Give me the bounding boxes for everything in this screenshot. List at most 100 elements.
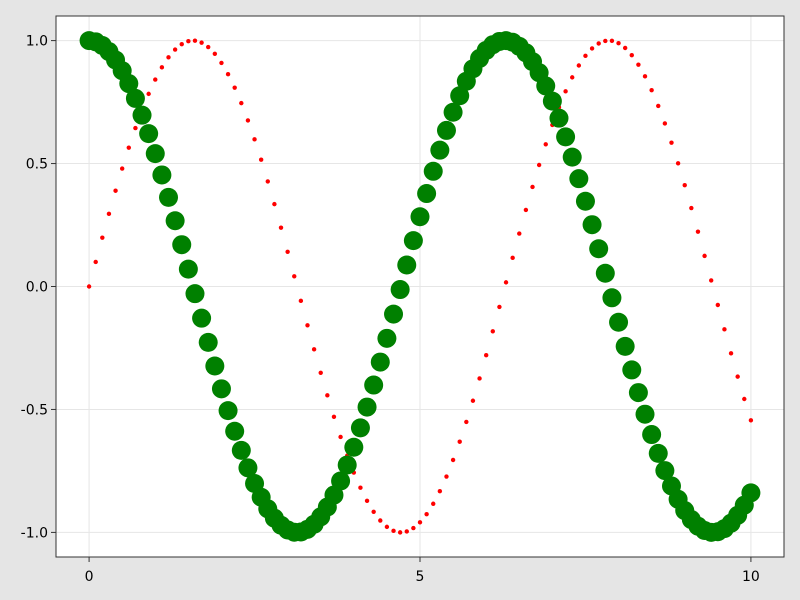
cosine-data-point bbox=[172, 235, 192, 255]
sine-data-point bbox=[331, 414, 337, 419]
cosine-data-point bbox=[622, 360, 642, 380]
sine-data-point bbox=[126, 145, 131, 150]
sine-data-point bbox=[285, 249, 290, 255]
cosine-data-point bbox=[331, 471, 351, 491]
sine-data-point bbox=[589, 46, 595, 51]
sine-data-point bbox=[232, 85, 237, 90]
cosine-data-point bbox=[536, 76, 556, 96]
cosine-data-point bbox=[436, 120, 456, 140]
cosine-data-point bbox=[119, 74, 139, 94]
sine-data-point bbox=[503, 280, 509, 285]
sine-data-point bbox=[404, 529, 409, 534]
cosine-data-point bbox=[562, 147, 582, 167]
cosine-data-point bbox=[443, 102, 463, 122]
sine-data-point bbox=[709, 278, 714, 283]
cosine-data-point bbox=[655, 461, 675, 481]
sine-data-point bbox=[397, 530, 403, 535]
x-axis-tick-labels: 0 5 10 bbox=[85, 569, 760, 585]
sine-data-point bbox=[172, 47, 178, 52]
cosine-data-point bbox=[377, 328, 397, 348]
sine-data-point bbox=[258, 157, 264, 162]
sine-data-point bbox=[93, 259, 98, 265]
cosine-data-point bbox=[450, 86, 470, 106]
sine-data-point bbox=[695, 229, 701, 234]
grid-lines bbox=[56, 16, 784, 557]
y-tick-label: 0.5 bbox=[26, 157, 48, 173]
cosine-data-point bbox=[423, 161, 443, 181]
sine-data-point bbox=[265, 179, 270, 184]
sine-data-point bbox=[576, 63, 582, 68]
sine-data-point bbox=[159, 65, 165, 70]
y-tick-label: 1.0 bbox=[26, 34, 48, 50]
sine-data-point bbox=[311, 347, 317, 352]
sine-data-point bbox=[153, 77, 158, 82]
cosine-data-point bbox=[615, 336, 635, 356]
sine-data-point bbox=[477, 376, 482, 381]
y-tick-label: -1.0 bbox=[21, 525, 48, 541]
cosine-data-point bbox=[628, 383, 648, 403]
sine-data-point bbox=[318, 370, 323, 375]
sine-data-point bbox=[583, 53, 588, 59]
cosine-data-point bbox=[211, 379, 231, 399]
cosine-data-point bbox=[648, 443, 668, 463]
sine-data-point bbox=[378, 518, 383, 523]
sine-data-point bbox=[748, 418, 754, 423]
x-tick-label: 10 bbox=[742, 569, 760, 585]
cosine-data-point bbox=[397, 255, 417, 275]
cosine-data-point bbox=[357, 397, 377, 417]
cosine-data-point bbox=[635, 404, 655, 424]
cosine-data-point bbox=[198, 332, 218, 352]
cosine-data-point bbox=[192, 308, 212, 328]
cosine-data-point bbox=[575, 191, 595, 211]
sine-data-point bbox=[517, 231, 522, 236]
sine-data-point bbox=[431, 501, 436, 506]
sine-data-point bbox=[682, 182, 687, 188]
sine-data-point bbox=[86, 284, 92, 289]
cosine-data-point bbox=[185, 284, 205, 304]
cosine-data-point bbox=[178, 259, 198, 279]
cosine-data-point bbox=[370, 352, 390, 372]
cosine-data-point bbox=[139, 124, 159, 144]
sine-data-point bbox=[510, 255, 515, 261]
sine-data-point bbox=[728, 351, 734, 356]
cosine-data-point bbox=[556, 127, 576, 147]
cosine-data-point bbox=[145, 144, 165, 164]
cosine-data-point bbox=[364, 375, 384, 395]
sine-data-point bbox=[186, 39, 191, 44]
cosine-data-point bbox=[582, 215, 602, 235]
sine-data-point bbox=[570, 75, 575, 80]
cosine-data-point bbox=[569, 169, 589, 189]
x-tick-label: 0 bbox=[85, 569, 94, 585]
sine-data-point bbox=[490, 329, 495, 334]
sine-data-point bbox=[483, 353, 489, 358]
sine-data-point bbox=[669, 140, 674, 145]
sine-data-point bbox=[252, 137, 257, 142]
cosine-data-point bbox=[337, 455, 357, 475]
sine-data-point bbox=[497, 304, 502, 310]
cosine-data-point bbox=[542, 91, 562, 111]
series-cosine-points bbox=[79, 31, 761, 542]
sine-data-point bbox=[166, 55, 171, 60]
sine-data-point bbox=[199, 40, 204, 45]
sine-data-point bbox=[543, 142, 548, 147]
sine-data-point bbox=[100, 235, 105, 240]
cosine-data-point bbox=[403, 231, 423, 251]
sine-data-point bbox=[212, 51, 218, 56]
sine-data-point bbox=[629, 52, 634, 58]
sine-data-point bbox=[278, 225, 284, 230]
sine-data-point bbox=[530, 184, 535, 190]
cosine-data-point bbox=[231, 440, 251, 460]
cosine-data-point bbox=[390, 280, 410, 300]
sine-data-point bbox=[675, 161, 681, 166]
sine-data-point bbox=[649, 87, 654, 93]
plot-area-frame bbox=[55, 15, 785, 558]
sine-data-point bbox=[292, 274, 297, 279]
cosine-data-point bbox=[384, 304, 404, 324]
sine-data-point bbox=[179, 41, 184, 47]
sine-data-point bbox=[642, 74, 648, 79]
sine-data-point bbox=[742, 396, 747, 402]
sine-data-point bbox=[325, 393, 330, 398]
sine-data-point bbox=[523, 207, 529, 213]
x-tick-label: 5 bbox=[416, 569, 425, 585]
